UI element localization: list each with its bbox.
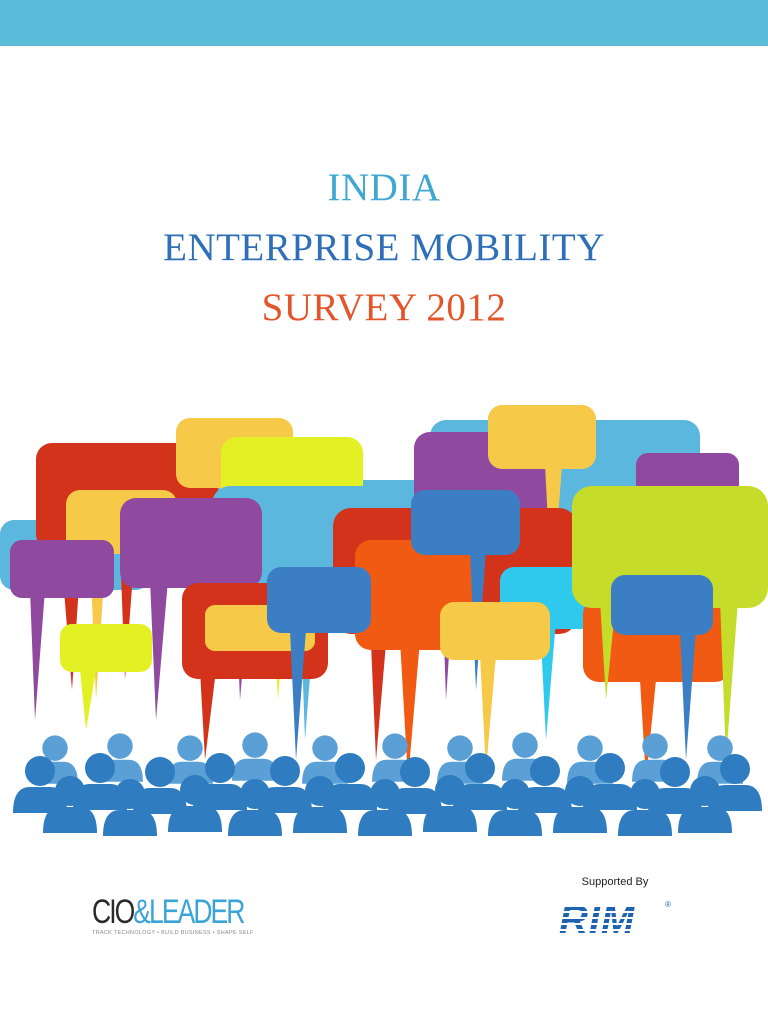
cio-logo-leader: LEADER: [149, 893, 245, 931]
title-line-2: ENTERPRISE MOBILITY: [163, 226, 605, 269]
title-line-1: INDIA: [327, 166, 441, 209]
speech-bubble-group: [0, 405, 768, 780]
cover-title: INDIA ENTERPRISE MOBILITY SURVEY 2012: [0, 158, 768, 338]
rim-sponsor-logo: RIM ®: [559, 898, 671, 939]
crowd-people-icons: [13, 732, 762, 836]
cio-logo-tagline: TRACK TECHNOLOGY • BUILD BUSINESS • SHAP…: [92, 930, 254, 936]
speech-bubbles-crowd-illustration: [0, 405, 768, 836]
rim-logo-registered-mark: ®: [665, 900, 671, 909]
cio-logo-ampersand: &: [133, 893, 151, 931]
top-banner-bar: [0, 0, 768, 46]
cio-leader-logo: CIO&LEADER TRACK TECHNOLOGY • BUILD BUSI…: [92, 893, 272, 943]
cio-logo-main: CIO: [92, 893, 135, 931]
title-line-3: SURVEY 2012: [261, 286, 507, 329]
rim-logo-text: RIM: [559, 898, 636, 939]
supported-by-label: Supported By: [581, 876, 649, 888]
